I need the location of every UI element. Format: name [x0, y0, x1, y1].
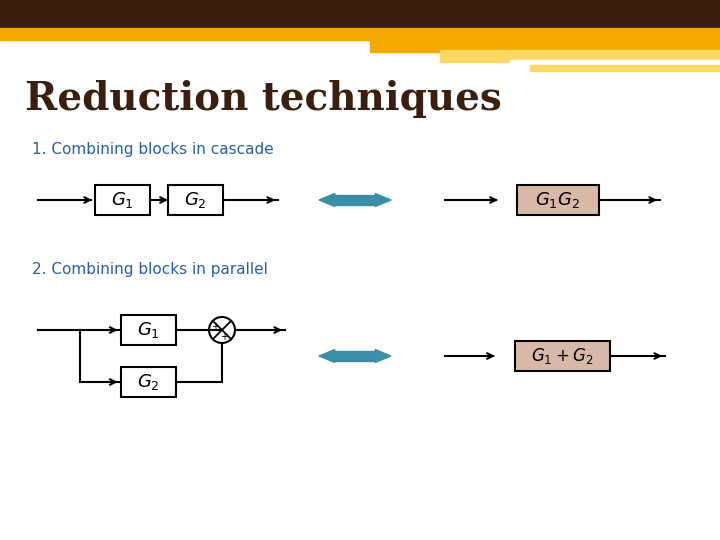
Bar	[120, 367, 176, 397]
Text: $G_2$: $G_2$	[137, 372, 159, 392]
Bar	[510, 60, 720, 68]
Text: $G_1+G_2$: $G_1+G_2$	[531, 346, 593, 366]
Bar	[530, 65, 720, 71]
Text: $G_2$: $G_2$	[184, 190, 207, 210]
Bar	[517, 185, 599, 215]
Polygon shape	[319, 349, 335, 362]
Polygon shape	[319, 193, 335, 206]
Bar	[0, 28, 720, 40]
Bar	[370, 34, 720, 52]
Bar	[0, 0, 720, 30]
Bar	[440, 50, 720, 62]
Text: +: +	[211, 322, 220, 333]
Polygon shape	[375, 349, 391, 362]
Bar	[515, 341, 610, 371]
Bar	[168, 185, 222, 215]
Text: Reduction techniques: Reduction techniques	[25, 80, 502, 118]
Polygon shape	[375, 193, 391, 206]
Polygon shape	[335, 195, 375, 205]
Bar	[94, 185, 150, 215]
Text: +: +	[220, 332, 228, 342]
Text: $G_1G_2$: $G_1G_2$	[536, 190, 580, 210]
Text: $G_1$: $G_1$	[111, 190, 133, 210]
Text: $G_1$: $G_1$	[137, 320, 159, 340]
Polygon shape	[335, 352, 375, 361]
Bar	[120, 315, 176, 345]
Text: 2. Combining blocks in parallel: 2. Combining blocks in parallel	[32, 262, 268, 277]
Text: 1. Combining blocks in cascade: 1. Combining blocks in cascade	[32, 142, 274, 157]
